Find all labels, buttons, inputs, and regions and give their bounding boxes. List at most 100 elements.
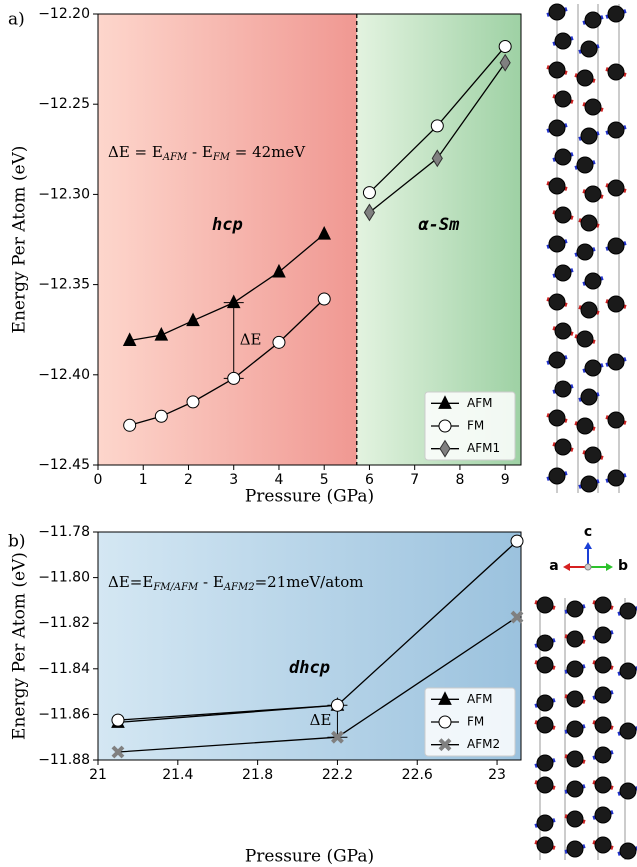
annotation-part: ΔE = E <box>108 143 163 161</box>
annotation-part: = 42meV <box>230 143 306 161</box>
atom <box>567 841 583 857</box>
atom <box>549 62 565 78</box>
x-tick-label: 21.4 <box>162 767 193 783</box>
y-tick-label: −12.25 <box>38 96 90 112</box>
x-tick-label: 22.2 <box>322 767 353 783</box>
atom <box>595 777 611 793</box>
region-label: α-Sm <box>418 215 460 235</box>
x-axis-label: Pressure (GPa) <box>245 487 374 507</box>
atom <box>595 837 611 853</box>
atom <box>595 597 611 613</box>
x-tick-label: 2 <box>184 472 193 488</box>
atom <box>577 244 593 260</box>
y-tick-label: −11.78 <box>38 524 90 540</box>
x-tick-label: 1 <box>139 472 148 488</box>
atom <box>620 783 636 799</box>
y-tick-label: −11.84 <box>38 661 90 677</box>
atom <box>608 238 624 254</box>
atom <box>595 717 611 733</box>
atom <box>537 597 553 613</box>
atom <box>581 389 597 405</box>
x-tick-label: 22.6 <box>402 767 433 783</box>
annotation-part: - E <box>198 573 224 591</box>
atom <box>567 811 583 827</box>
atom <box>537 695 553 711</box>
legend-label: FM <box>467 715 484 729</box>
x-tick-label: 7 <box>410 472 419 488</box>
atom <box>555 33 571 49</box>
atom <box>620 603 636 619</box>
atom <box>537 837 553 853</box>
atom <box>567 691 583 707</box>
axis-arrow-head <box>584 542 592 549</box>
atom <box>537 657 553 673</box>
y-tick-label: −11.82 <box>38 615 90 631</box>
y-axis-label: Energy Per Atom (eV) <box>10 146 30 334</box>
annotation-part: - E <box>187 143 213 161</box>
atom <box>567 721 583 737</box>
atom <box>555 439 571 455</box>
x-tick-label: 23 <box>488 767 506 783</box>
data-point <box>155 410 167 422</box>
y-tick-label: −12.30 <box>38 186 90 202</box>
atom <box>577 70 593 86</box>
atom <box>577 157 593 173</box>
atom <box>595 627 611 643</box>
annotation: ΔE = EAFM - EFM = 42meV <box>108 143 306 163</box>
atom <box>555 265 571 281</box>
data-point <box>112 714 124 726</box>
atom <box>585 99 601 115</box>
data-point <box>273 336 285 348</box>
atom <box>608 296 624 312</box>
atom <box>537 635 553 651</box>
atom <box>555 207 571 223</box>
legend-label: AFM <box>467 692 492 706</box>
annotation-part: FM <box>212 152 231 163</box>
legend-marker <box>439 420 451 432</box>
atom <box>585 12 601 28</box>
atom <box>537 815 553 831</box>
legend-label: AFM2 <box>467 737 500 751</box>
atom <box>581 128 597 144</box>
atom <box>549 178 565 194</box>
atom <box>555 323 571 339</box>
atom <box>567 631 583 647</box>
panel-label: b) <box>8 532 26 552</box>
axis-arrow-head <box>606 563 613 571</box>
data-point <box>331 699 343 711</box>
atom <box>585 273 601 289</box>
atom <box>567 751 583 767</box>
legend-label: FM <box>467 419 484 433</box>
atom <box>608 354 624 370</box>
atom <box>595 807 611 823</box>
annotation-part: AFM2 <box>223 582 255 593</box>
data-point <box>124 419 136 431</box>
atom <box>608 6 624 22</box>
atom <box>567 781 583 797</box>
data-point <box>318 293 330 305</box>
y-axis-label: Energy Per Atom (eV) <box>10 552 30 740</box>
x-tick-label: 21 <box>89 767 107 783</box>
atom <box>585 447 601 463</box>
x-axis-label: Pressure (GPa) <box>245 847 374 867</box>
annotation-part: AFM <box>162 152 188 163</box>
atom <box>585 360 601 376</box>
data-point <box>187 396 199 408</box>
panel-label: a) <box>8 10 25 30</box>
region-label: hcp <box>212 215 243 235</box>
delta-label: ΔE <box>310 711 332 729</box>
data-point <box>511 535 523 547</box>
atom <box>555 381 571 397</box>
atom <box>549 410 565 426</box>
atom <box>581 41 597 57</box>
atom <box>608 470 624 486</box>
y-tick-label: −11.86 <box>38 706 90 722</box>
atom <box>567 661 583 677</box>
data-point <box>431 120 443 132</box>
atom <box>567 601 583 617</box>
atom <box>581 215 597 231</box>
atom <box>555 91 571 107</box>
legend-label: AFM <box>467 396 492 410</box>
crystal-axis-label: a <box>549 558 558 574</box>
crystal-axis-label: c <box>584 524 592 540</box>
